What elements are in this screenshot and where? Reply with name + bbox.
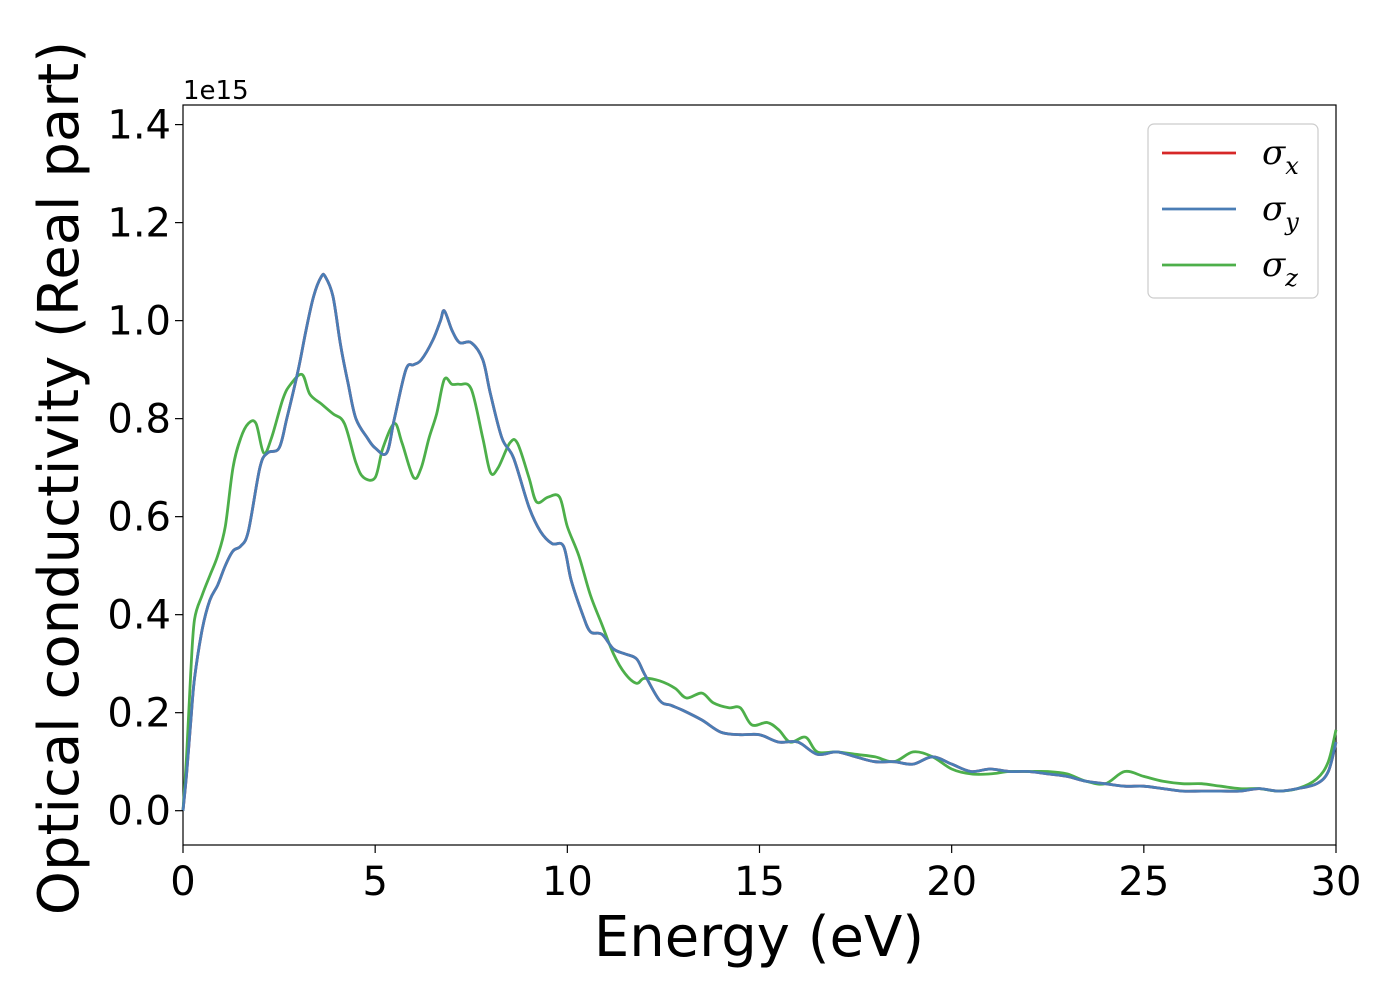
y-offset-label: 1e15 [183,76,249,106]
legend-symbol: σ [1262,133,1286,173]
legend-symbol: σ [1262,189,1286,229]
y-tick-label: 0.6 [107,495,171,541]
y-tick-label: 0.0 [107,789,171,835]
plot-area [181,104,1338,846]
x-tick-label: 5 [362,859,387,905]
y-tick-label: 0.8 [107,397,171,443]
legend-subscript: x [1285,152,1299,180]
x-axis-title: Energy (eV) [594,905,924,970]
x-tick-label: 10 [542,859,593,905]
x-tick-label: 15 [734,859,785,905]
legend-symbol: σ [1262,245,1286,285]
y-tick-label: 1.0 [107,299,171,345]
y-axis-title: Optical conductivity (Real part) [27,41,92,915]
series-line-y [181,272,1338,811]
y-tick-label: 0.2 [107,691,171,737]
legend-label-y: σy [1262,189,1299,236]
y-axis: 0.0 0.2 0.4 0.6 0.8 1.0 1.2 1.4 [107,103,183,835]
x-tick-label: 20 [926,859,977,905]
y-tick-label: 1.2 [107,201,171,247]
legend-label-z: σz [1262,245,1298,292]
x-tick-label: 30 [1311,859,1362,905]
series-layer [181,272,1338,811]
legend-subscript: y [1284,208,1299,236]
series-line-z [181,372,1338,811]
y-tick-label: 0.4 [107,593,171,639]
y-tick-label: 1.4 [107,103,171,149]
legend-subscript: z [1284,264,1298,292]
x-axis: 0 5 10 15 20 25 30 [170,845,1361,905]
x-tick-label: 0 [170,859,195,905]
legend-frame [1147,123,1319,299]
x-tick-label: 25 [1118,859,1169,905]
legend-label-x: σx [1262,133,1299,180]
